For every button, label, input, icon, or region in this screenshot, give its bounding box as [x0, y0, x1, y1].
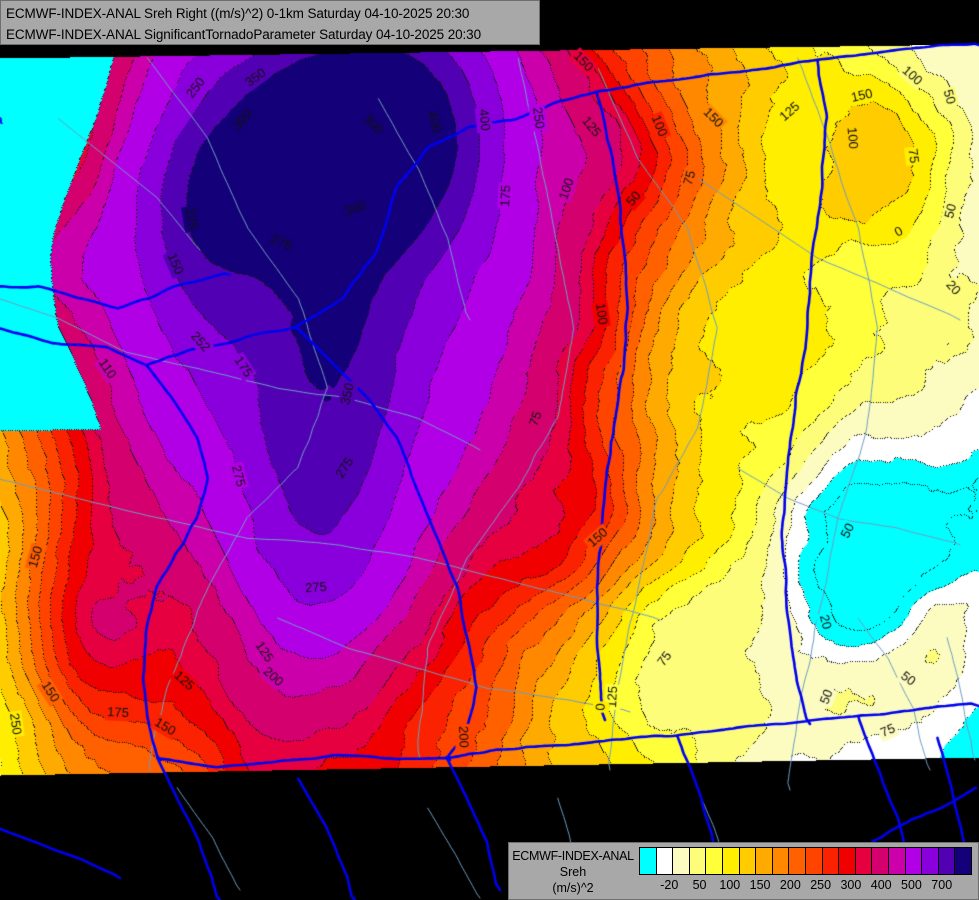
legend-tick-labels: -20 50 100 150 200 250 300 400 500 700: [639, 876, 972, 898]
legend-tick-50: 50: [692, 878, 707, 892]
legend-swatch-18: [938, 848, 956, 874]
legend-swatch-5: [722, 848, 740, 874]
legend-caption: ECMWF-INDEX-ANAL Sreh (m/s)^2: [509, 843, 637, 899]
legend-tick-300: 300: [840, 878, 862, 892]
legend-color-bar: [639, 847, 972, 875]
legend-field-name: Sreh: [559, 865, 587, 879]
legend-tick--20: -20: [660, 878, 679, 892]
legend-tick-500: 500: [901, 878, 922, 892]
legend-swatch-2: [673, 848, 690, 874]
legend-swatch-17: [922, 848, 939, 874]
legend-swatch-7: [756, 848, 773, 874]
color-scale-legend: ECMWF-INDEX-ANAL Sreh (m/s)^2 -20 50 100 15…: [508, 842, 979, 900]
title-bar: ECMWF-INDEX-ANAL Sreh Right ((m/s)^2) 0-…: [0, 0, 540, 45]
legend-swatch-10: [805, 848, 823, 874]
legend-units: (m/s)^2: [552, 881, 594, 895]
legend-swatch-4: [706, 848, 723, 874]
legend-swatch-15: [888, 848, 906, 874]
legend-tick-100: 100: [719, 878, 741, 892]
legend-swatch-0: [640, 848, 657, 874]
legend-tick-700: 700: [931, 878, 953, 892]
legend-swatch-14: [872, 848, 889, 874]
legend-swatch-3: [689, 848, 707, 874]
legend-scale-area: -20 50 100 150 200 250 300 400 500 700: [637, 843, 978, 899]
legend-tick-200: 200: [779, 878, 801, 892]
legend-swatch-19: [955, 848, 971, 874]
title-line-model-sreh: ECMWF-INDEX-ANAL Sreh Right ((m/s)^2) 0-…: [6, 6, 470, 21]
legend-swatch-8: [772, 848, 790, 874]
legend-tick-400: 400: [870, 878, 892, 892]
legend-tick-150: 150: [749, 878, 771, 892]
legend-swatch-11: [822, 848, 840, 874]
legend-swatch-9: [789, 848, 806, 874]
legend-swatch-12: [839, 848, 856, 874]
legend-swatch-16: [905, 848, 923, 874]
legend-swatch-6: [739, 848, 757, 874]
legend-tick-250: 250: [810, 878, 832, 892]
legend-model-name: ECMWF-INDEX-ANAL: [512, 849, 634, 863]
title-line-model-stp: ECMWF-INDEX-ANAL SignificantTornadoParam…: [6, 27, 481, 42]
legend-swatch-13: [855, 848, 873, 874]
legend-swatch-1: [656, 848, 674, 874]
